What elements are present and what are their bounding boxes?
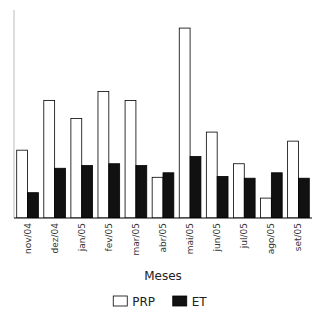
legend-label: PRP xyxy=(132,295,155,309)
bar xyxy=(244,178,255,218)
x-tick-label: abr/05 xyxy=(158,223,168,252)
bar xyxy=(206,132,217,218)
bar xyxy=(109,164,120,218)
bar xyxy=(217,176,228,218)
bar xyxy=(71,119,82,218)
bar xyxy=(288,141,299,218)
x-tick-label: set/05 xyxy=(293,223,303,251)
legend-label: ET xyxy=(192,295,208,309)
bars xyxy=(17,28,310,218)
bar xyxy=(190,157,201,218)
x-tick-label: mai/05 xyxy=(185,223,195,254)
bar xyxy=(125,100,136,218)
bar xyxy=(298,178,309,218)
bar xyxy=(261,198,272,218)
bar xyxy=(179,28,190,218)
bar xyxy=(152,177,163,218)
x-axis-line xyxy=(14,218,312,219)
x-tick-label: dez/04 xyxy=(50,223,60,254)
chart: nov/04 dez/04 jan/05 fev/05 mar/05 abr/05 mai/… xyxy=(0,0,320,320)
x-tick-label: ago/05 xyxy=(266,223,276,254)
legend-swatch xyxy=(173,296,187,306)
x-tick-label: jan/05 xyxy=(77,223,87,252)
bar xyxy=(82,166,93,218)
bar xyxy=(233,164,244,218)
bar xyxy=(17,150,28,218)
bar xyxy=(28,193,39,218)
y-axis-line xyxy=(14,10,15,218)
bar xyxy=(44,100,55,218)
x-tick-label: nov/04 xyxy=(23,223,33,254)
bar xyxy=(163,173,174,218)
x-tick-label: mar/05 xyxy=(131,223,141,255)
x-tick-label: fev/05 xyxy=(104,223,114,252)
bar xyxy=(271,173,282,218)
legend: PRP ET xyxy=(113,295,207,309)
bar xyxy=(136,166,147,218)
legend-swatch xyxy=(113,296,127,306)
x-tick-label: jun/05 xyxy=(212,223,222,252)
x-axis-label: Meses xyxy=(144,269,182,283)
x-tick-label: jul/05 xyxy=(239,223,249,249)
bar xyxy=(55,168,66,218)
bar xyxy=(98,91,109,218)
